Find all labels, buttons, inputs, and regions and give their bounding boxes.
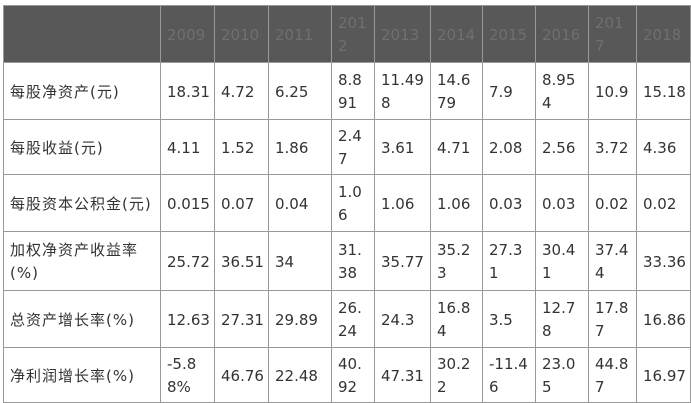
- table-cell: 17.87: [588, 290, 637, 348]
- table-cell: 0.02: [588, 174, 637, 232]
- table-cell: 12.78: [535, 290, 589, 348]
- header-year-cell: 2010: [214, 5, 269, 63]
- row-label: 加权净资产收益率(%): [3, 231, 161, 291]
- table-cell: 35.23: [430, 231, 483, 291]
- table-cell: 0.015: [160, 174, 215, 232]
- table-cell: 1.52: [214, 119, 269, 175]
- header-corner-cell: [3, 5, 161, 63]
- table-cell: 25.72: [160, 231, 215, 291]
- row-label: 每股资本公积金(元): [3, 174, 161, 232]
- table-cell: 2.08: [482, 119, 536, 175]
- table-cell: 33.36: [636, 231, 691, 291]
- financial-indicators-table: 2009 2010 2011 2012 2013 2014 2015 2016 …: [3, 5, 691, 403]
- table-cell: 16.84: [430, 290, 483, 348]
- table-cell: 26.24: [331, 290, 375, 348]
- table-cell: 37.44: [588, 231, 637, 291]
- table-cell: 3.61: [374, 119, 431, 175]
- table-cell: 0.03: [535, 174, 589, 232]
- table-row: 总资产增长率(%) 12.63 27.31 29.89 26.24 24.3 1…: [3, 290, 691, 348]
- table-cell: 30.41: [535, 231, 589, 291]
- table-cell: 4.11: [160, 119, 215, 175]
- table-cell: 27.31: [482, 231, 536, 291]
- table-cell: 11.498: [374, 62, 431, 120]
- table-cell: 3.5: [482, 290, 536, 348]
- table-cell: 7.9: [482, 62, 536, 120]
- table-cell: 30.22: [430, 347, 483, 403]
- table-cell: 12.63: [160, 290, 215, 348]
- table-cell: 27.31: [214, 290, 269, 348]
- table-row: 每股收益(元) 4.11 1.52 1.86 2.47 3.61 4.71 2.…: [3, 119, 691, 175]
- table-cell: 34: [268, 231, 332, 291]
- table-header-row: 2009 2010 2011 2012 2013 2014 2015 2016 …: [3, 5, 691, 63]
- table-cell: 1.06: [430, 174, 483, 232]
- table-row: 每股资本公积金(元) 0.015 0.07 0.04 1.06 1.06 1.0…: [3, 174, 691, 232]
- table-cell: -5.88%: [160, 347, 215, 403]
- table-cell: 1.06: [374, 174, 431, 232]
- table-cell: 8.891: [331, 62, 375, 120]
- table-row: 加权净资产收益率(%) 25.72 36.51 34 31.38 35.77 3…: [3, 231, 691, 291]
- table-cell: 6.25: [268, 62, 332, 120]
- table-cell: 15.18: [636, 62, 691, 120]
- table-cell: 29.89: [268, 290, 332, 348]
- table-cell: 2.56: [535, 119, 589, 175]
- row-label: 净利润增长率(%): [3, 347, 161, 403]
- table-cell: 0.07: [214, 174, 269, 232]
- table-cell: 3.72: [588, 119, 637, 175]
- header-year-cell: 2013: [374, 5, 431, 63]
- header-year-cell: 2015: [482, 5, 536, 63]
- table-cell: 0.03: [482, 174, 536, 232]
- table-cell: 4.71: [430, 119, 483, 175]
- table-cell: 47.31: [374, 347, 431, 403]
- header-year-cell: 2009: [160, 5, 215, 63]
- table-cell: -11.46: [482, 347, 536, 403]
- table-cell: 22.48: [268, 347, 332, 403]
- table-cell: 14.679: [430, 62, 483, 120]
- header-year-cell: 2011: [268, 5, 332, 63]
- row-label: 总资产增长率(%): [3, 290, 161, 348]
- table-cell: 8.954: [535, 62, 589, 120]
- header-year-cell: 2017: [588, 5, 637, 63]
- table-cell: 40.92: [331, 347, 375, 403]
- header-year-cell: 2016: [535, 5, 589, 63]
- table-cell: 0.04: [268, 174, 332, 232]
- header-year-cell: 2018: [636, 5, 691, 63]
- table-cell: 44.87: [588, 347, 637, 403]
- table-cell: 18.31: [160, 62, 215, 120]
- table-cell: 0.02: [636, 174, 691, 232]
- table-cell: 24.3: [374, 290, 431, 348]
- table-cell: 10.9: [588, 62, 637, 120]
- table-cell: 16.86: [636, 290, 691, 348]
- header-year-cell: 2014: [430, 5, 483, 63]
- table-cell: 46.76: [214, 347, 269, 403]
- table-cell: 1.86: [268, 119, 332, 175]
- table-cell: 4.72: [214, 62, 269, 120]
- row-label: 每股净资产(元): [3, 62, 161, 120]
- table-cell: 35.77: [374, 231, 431, 291]
- table-cell: 16.97: [636, 347, 691, 403]
- table-cell: 4.36: [636, 119, 691, 175]
- table-cell: 23.05: [535, 347, 589, 403]
- table-cell: 1.06: [331, 174, 375, 232]
- table-cell: 31.38: [331, 231, 375, 291]
- header-year-cell: 2012: [331, 5, 375, 63]
- table-row: 每股净资产(元) 18.31 4.72 6.25 8.891 11.498 14…: [3, 62, 691, 120]
- row-label: 每股收益(元): [3, 119, 161, 175]
- table-cell: 36.51: [214, 231, 269, 291]
- table-row: 净利润增长率(%) -5.88% 46.76 22.48 40.92 47.31…: [3, 347, 691, 403]
- table-cell: 2.47: [331, 119, 375, 175]
